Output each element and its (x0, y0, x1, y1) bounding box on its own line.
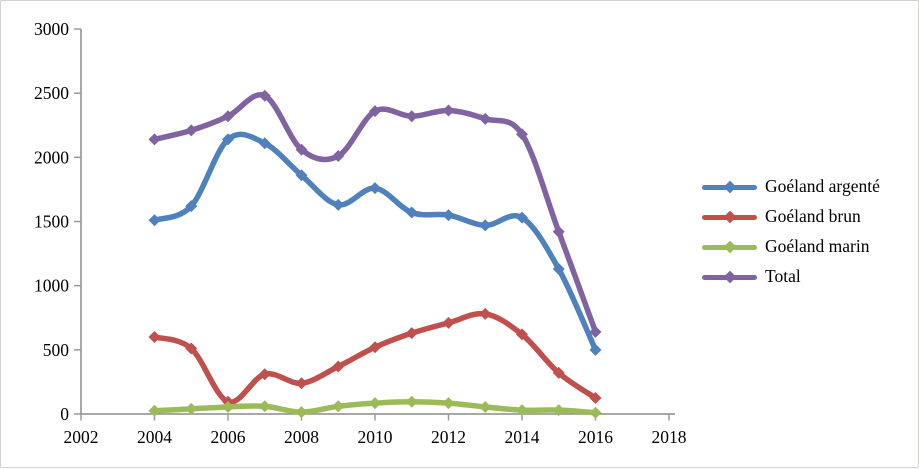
series-marker-total (589, 325, 602, 338)
series-marker-total (479, 112, 492, 125)
series-marker-goeland-brun (479, 307, 492, 320)
series-marker-goeland-brun (295, 377, 308, 390)
series-marker-goeland-argente (332, 198, 345, 211)
series-marker-goeland-marin (222, 400, 234, 413)
series-marker-total (442, 104, 455, 117)
legend-line-sample (702, 210, 757, 224)
series-marker-total (369, 105, 381, 118)
series-marker-total (295, 143, 308, 156)
series-marker-goeland-brun (589, 391, 602, 404)
series-marker-goeland-argente (222, 133, 234, 146)
series-marker-goeland-marin (332, 400, 345, 413)
series-marker-goeland-argente (185, 200, 198, 213)
series-marker-goeland-brun (332, 360, 345, 373)
legend-label: Goéland marin (765, 236, 870, 257)
series-marker-goeland-brun (369, 341, 381, 354)
series-marker-goeland-brun (405, 327, 418, 340)
series-marker-goeland-brun (552, 366, 565, 379)
y-tick-label: 3000 (34, 19, 69, 39)
series-marker-total (222, 110, 234, 123)
legend-line-sample (702, 180, 757, 194)
legend-label: Goéland brun (765, 206, 861, 227)
series-line-goeland-argente (151, 131, 599, 353)
y-tick-label: 500 (43, 340, 70, 360)
series-marker-total (332, 150, 345, 163)
series-marker-goeland-argente (148, 214, 161, 227)
legend-item: Goéland argenté (702, 172, 880, 202)
series-marker-goeland-brun (442, 316, 455, 329)
legend-item: Goéland brun (702, 202, 880, 232)
series-marker-goeland-marin (295, 406, 308, 419)
series-marker-goeland-marin (442, 397, 455, 410)
series-marker-goeland-marin (552, 404, 565, 417)
series-marker-total (552, 225, 565, 238)
series-marker-goeland-argente (516, 211, 528, 224)
series-marker-goeland-argente (295, 169, 308, 182)
series-marker-total (148, 133, 161, 146)
series-marker-goeland-argente (405, 206, 418, 219)
series-line-total (151, 92, 599, 335)
series-marker-goeland-argente (552, 262, 565, 275)
series-line-goeland-brun (151, 310, 599, 405)
x-tick-label: 2008 (284, 427, 319, 447)
x-tick-label: 2002 (64, 427, 99, 447)
y-tick-label: 2000 (34, 147, 69, 167)
legend: Goéland argenté Goéland brun Goéland mar… (702, 172, 880, 292)
series-marker-goeland-brun (148, 331, 161, 343)
series-marker-goeland-argente (258, 137, 271, 150)
diamond-marker-icon (723, 240, 736, 254)
series-marker-goeland-argente (369, 182, 381, 195)
series-marker-total (516, 128, 528, 141)
legend-label: Goéland argenté (765, 176, 880, 197)
series-marker-goeland-marin (479, 400, 492, 413)
legend-line-sample (702, 270, 757, 284)
y-tick-label: 2500 (34, 83, 69, 103)
series-marker-goeland-marin (369, 397, 381, 410)
series-marker-goeland-argente (589, 343, 602, 356)
x-tick-label: 2006 (211, 427, 246, 447)
series-marker-goeland-brun (258, 368, 271, 381)
y-tick-label: 1000 (34, 276, 69, 296)
legend-label: Total (765, 266, 801, 287)
x-tick-label: 2004 (137, 427, 172, 447)
series-marker-goeland-argente (442, 209, 455, 222)
series-marker-goeland-marin (405, 395, 418, 408)
series-marker-goeland-marin (589, 406, 602, 419)
series-marker-goeland-brun (185, 342, 198, 355)
x-tick-label: 2012 (431, 427, 466, 447)
legend-item: Goéland marin (702, 232, 880, 262)
series-marker-goeland-marin (258, 400, 271, 413)
series-marker-goeland-marin (148, 404, 161, 417)
diamond-marker-icon (723, 180, 736, 194)
y-tick-label: 0 (60, 404, 69, 424)
legend-item: Total (702, 262, 880, 292)
legend-line-sample (702, 240, 757, 254)
y-tick-label: 1500 (34, 212, 69, 232)
series-marker-total (258, 89, 271, 102)
diamond-marker-icon (723, 210, 736, 224)
series-marker-goeland-brun (516, 328, 528, 341)
series-marker-goeland-marin (185, 402, 198, 415)
diamond-marker-icon (723, 270, 736, 284)
series-marker-total (405, 110, 418, 123)
x-tick-label: 2010 (358, 427, 393, 447)
series-marker-total (185, 124, 198, 137)
series-marker-goeland-marin (516, 404, 528, 417)
x-tick-label: 2018 (652, 427, 687, 447)
x-tick-label: 2016 (578, 427, 613, 447)
series-marker-goeland-argente (479, 219, 492, 232)
x-tick-label: 2014 (505, 427, 540, 447)
